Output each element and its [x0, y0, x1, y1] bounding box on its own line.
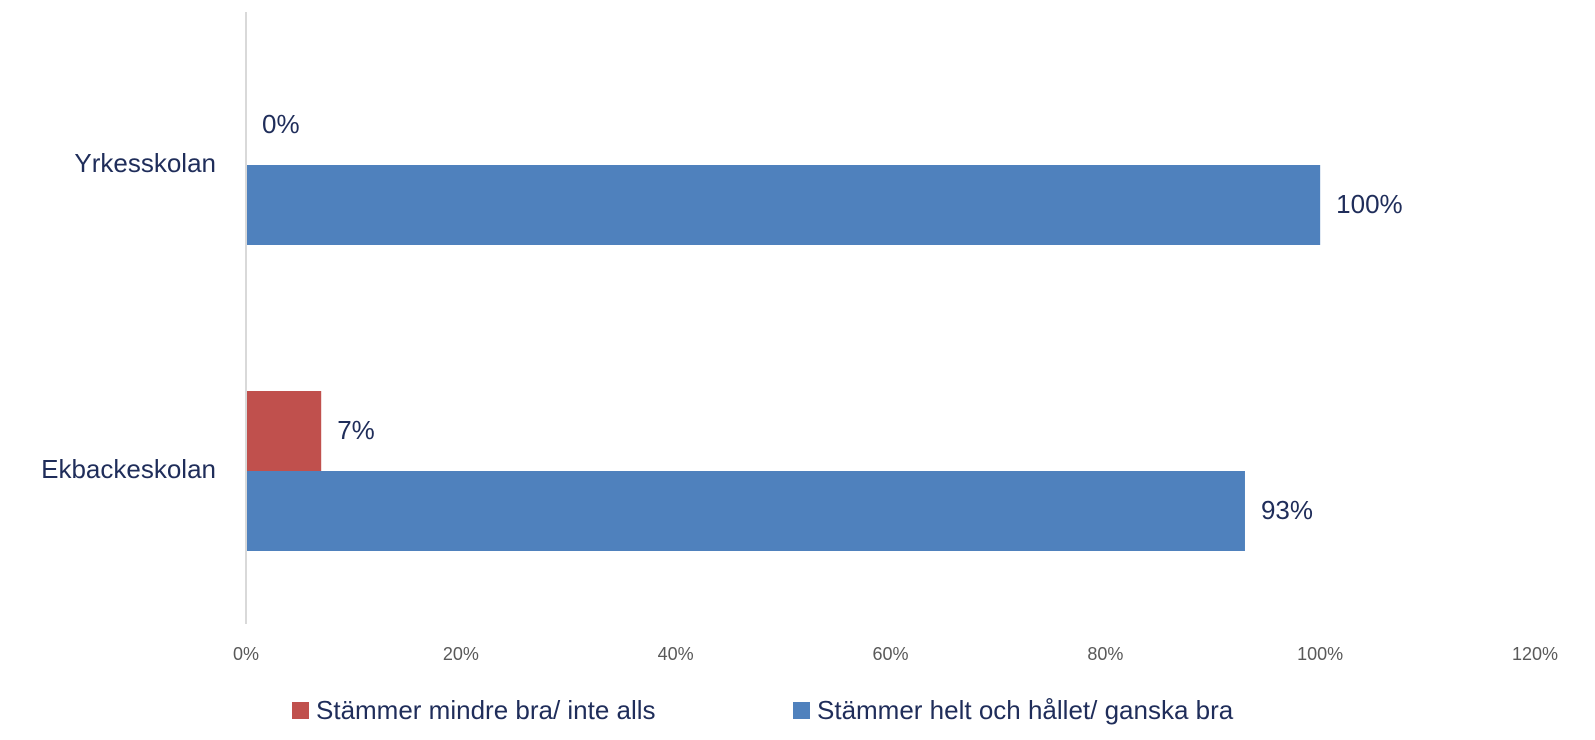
legend-label: Stämmer helt och hållet/ ganska bra — [817, 695, 1234, 725]
x-tick-label: 100% — [1297, 644, 1343, 664]
data-label: 0% — [262, 109, 300, 139]
category-label: Yrkesskolan — [74, 148, 216, 178]
legend-swatch — [793, 702, 810, 719]
data-label: 7% — [337, 415, 375, 445]
bar — [246, 391, 322, 471]
category-label: Ekbackeskolan — [41, 454, 216, 484]
x-tick-label: 120% — [1512, 644, 1558, 664]
data-label: 100% — [1336, 189, 1403, 219]
x-tick-label: 60% — [872, 644, 908, 664]
x-tick-label: 0% — [233, 644, 259, 664]
bar — [246, 165, 1321, 245]
x-tick-label: 80% — [1087, 644, 1123, 664]
bar — [246, 471, 1245, 551]
x-tick-label: 40% — [658, 644, 694, 664]
x-tick-label: 20% — [443, 644, 479, 664]
legend-swatch — [292, 702, 309, 719]
legend-label: Stämmer mindre bra/ inte alls — [316, 695, 656, 725]
data-label: 93% — [1261, 495, 1313, 525]
